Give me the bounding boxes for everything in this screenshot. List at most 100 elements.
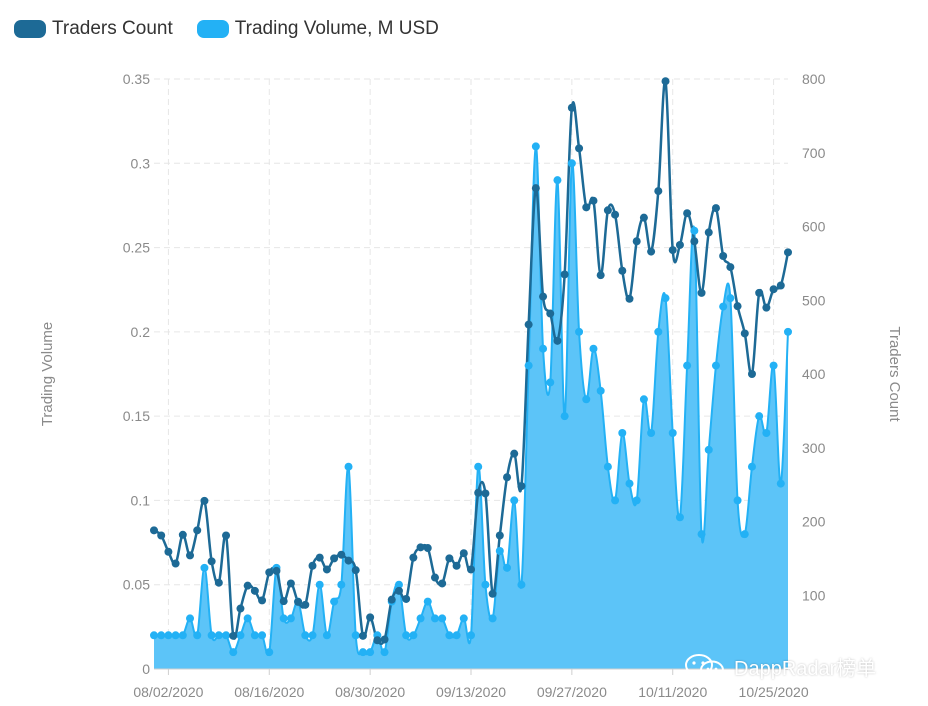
traders-count-point bbox=[740, 329, 749, 338]
trading-volume-point bbox=[784, 327, 792, 336]
trading-volume-point bbox=[308, 631, 317, 640]
traders-count-point bbox=[510, 449, 519, 458]
trading-volume-point bbox=[661, 294, 670, 303]
legend-item-traders-count[interactable]: Traders Count bbox=[14, 18, 173, 40]
axes-layer: 0 0.05 0.1 0.15 0.2 0.25 0.3 0.35 100 200 300 400 50… bbox=[123, 71, 826, 700]
traders-count-point bbox=[726, 263, 735, 272]
wechat-icon bbox=[685, 653, 724, 679]
traders-count-point bbox=[546, 309, 555, 318]
trading-volume-point bbox=[539, 344, 548, 353]
traders-count-point bbox=[164, 547, 173, 556]
trading-volume-point bbox=[265, 648, 274, 657]
traders-count-point bbox=[697, 288, 706, 297]
traders-count-point bbox=[178, 530, 187, 539]
traders-count-point bbox=[315, 553, 324, 562]
trading-volume-point bbox=[747, 462, 756, 471]
legend-swatch-traders-count bbox=[14, 20, 46, 38]
trading-volume-point bbox=[567, 159, 576, 168]
watermark-text: DappRadar榜单 bbox=[734, 658, 877, 680]
traders-count-point bbox=[769, 285, 778, 294]
trading-volume-point bbox=[222, 631, 231, 640]
traders-count-point bbox=[445, 554, 454, 563]
traders-count-point bbox=[308, 561, 317, 570]
trading-volume-point bbox=[229, 648, 238, 657]
traders-count-point bbox=[553, 336, 562, 345]
traders-count-point bbox=[409, 553, 418, 562]
traders-count-point bbox=[438, 579, 447, 588]
trading-volume-point bbox=[452, 631, 461, 640]
traders-count-point bbox=[157, 531, 166, 540]
traders-count-point bbox=[784, 248, 792, 257]
trading-volume-point bbox=[711, 361, 720, 370]
traders-count-point bbox=[394, 586, 403, 595]
y-tick-right: 500 bbox=[802, 292, 826, 308]
trading-volume-point bbox=[178, 631, 187, 640]
trading-volume-point bbox=[416, 614, 425, 623]
traders-count-point bbox=[733, 302, 742, 311]
trading-volume-point bbox=[647, 429, 656, 437]
y-tick-right: 100 bbox=[802, 587, 826, 603]
x-tick-label: 10/25/2020 bbox=[739, 684, 809, 700]
traders-count-point bbox=[171, 559, 180, 568]
y-tick-left: 0.3 bbox=[131, 155, 151, 171]
y-tick-left: 0.15 bbox=[123, 408, 150, 424]
x-tick-label: 08/30/2020 bbox=[335, 684, 405, 700]
traders-count-point bbox=[344, 556, 353, 565]
trading-volume-point bbox=[762, 429, 771, 437]
y-axis-left-title: Trading Volume bbox=[39, 322, 56, 427]
trading-volume-point bbox=[510, 496, 519, 505]
trading-volume-point bbox=[200, 563, 209, 572]
trading-volume-point bbox=[625, 479, 634, 488]
traders-count-point bbox=[387, 595, 396, 604]
trading-volume-point bbox=[315, 580, 324, 589]
traders-count-point bbox=[358, 631, 367, 640]
trading-volume-point bbox=[589, 344, 598, 353]
trading-volume-point bbox=[366, 648, 375, 657]
y-tick-right: 600 bbox=[802, 219, 826, 235]
traders-count-point bbox=[531, 184, 540, 193]
trading-volume-point bbox=[726, 294, 735, 303]
trading-volume-point bbox=[394, 580, 403, 589]
trading-volume-point bbox=[250, 631, 259, 640]
traders-count-point bbox=[265, 568, 274, 577]
x-tick-label: 09/13/2020 bbox=[436, 684, 506, 700]
trading-volume-point bbox=[683, 361, 692, 370]
traders-count-point bbox=[524, 320, 533, 329]
trading-volume-point bbox=[654, 327, 663, 336]
traders-count-point bbox=[207, 557, 216, 566]
trading-volume-point bbox=[474, 462, 483, 471]
traders-count-point bbox=[632, 237, 641, 246]
trading-volume-point bbox=[488, 614, 497, 623]
trading-volume-point bbox=[524, 361, 533, 370]
traders-count-point bbox=[488, 589, 497, 598]
legend-item-trading-volume[interactable]: Trading Volume, M USD bbox=[196, 18, 439, 40]
traders-count-point bbox=[229, 631, 238, 640]
traders-count-point bbox=[675, 240, 684, 249]
traders-count-point bbox=[243, 581, 252, 590]
traders-count-point bbox=[279, 597, 288, 606]
traders-count-point bbox=[647, 247, 656, 256]
trading-volume-point bbox=[546, 378, 555, 387]
traders-count-point bbox=[423, 544, 432, 553]
traders-count-point bbox=[250, 586, 259, 595]
y-tick-right: 200 bbox=[802, 514, 826, 530]
trading-volume-point bbox=[344, 462, 353, 471]
y-axis-right-title: Traders Count bbox=[886, 326, 903, 422]
legend: Traders Count Trading Volume, M USD bbox=[14, 18, 439, 40]
traders-count-point bbox=[683, 209, 692, 218]
trading-volume-point bbox=[668, 429, 677, 437]
x-tick-label: 10/11/2020 bbox=[638, 684, 707, 700]
traders-count-point bbox=[517, 482, 526, 491]
traders-count-point bbox=[762, 303, 771, 312]
trading-volume-point bbox=[322, 631, 331, 640]
trading-volume-point bbox=[481, 580, 490, 589]
traders-count-point bbox=[639, 213, 648, 222]
trading-volume-point bbox=[286, 614, 295, 623]
trading-volume-point bbox=[459, 614, 468, 623]
legend-label-trading-volume: Trading Volume, M USD bbox=[234, 18, 439, 39]
trading-volume-point bbox=[776, 479, 785, 488]
traders-count-point bbox=[222, 531, 231, 540]
x-tick-label: 09/27/2020 bbox=[537, 684, 607, 700]
trading-volume-point bbox=[207, 631, 216, 640]
